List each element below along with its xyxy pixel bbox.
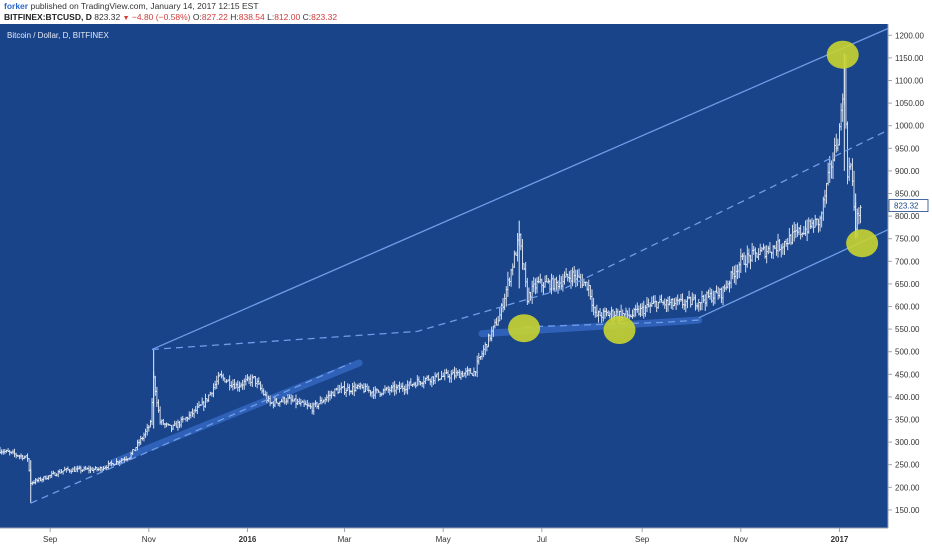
published-text: published on TradingView.com, January 14… xyxy=(30,1,259,11)
x-tick-label: Sep xyxy=(635,535,650,544)
x-tick-label: 2017 xyxy=(831,535,849,544)
y-tick-label: 150.00 xyxy=(895,506,920,515)
y-tick-label: 1050.00 xyxy=(895,99,924,108)
trendline-3[interactable] xyxy=(30,362,352,504)
trendline-1[interactable] xyxy=(151,27,889,351)
plot-area[interactable] xyxy=(0,24,888,528)
trendline-2[interactable] xyxy=(151,129,889,351)
price-change: −4.80 (−0.58%) xyxy=(131,12,191,22)
price-axis[interactable] xyxy=(888,24,932,550)
y-tick-label: 1100.00 xyxy=(895,77,924,86)
chart-header: forker published on TradingView.com, Jan… xyxy=(0,0,932,24)
x-tick-label: May xyxy=(436,535,451,544)
y-tick-label: 650.00 xyxy=(895,280,920,289)
last-price-badge xyxy=(888,199,929,212)
low-label: L: xyxy=(267,12,275,22)
last-price: 823.32 xyxy=(94,12,121,22)
x-tick-label: 2016 xyxy=(239,535,257,544)
open-label: O: xyxy=(192,12,202,22)
y-tick-label: 500.00 xyxy=(895,348,920,357)
open-value: 827.22 xyxy=(201,12,228,22)
y-tick-label: 1200.00 xyxy=(895,31,924,40)
x-tick-label: Nov xyxy=(142,535,156,544)
y-tick-label: 450.00 xyxy=(895,370,920,379)
highlight-circle-4 xyxy=(846,229,879,258)
price-chart[interactable]: 150.00 200.00 250.00 300.00 350.00 400.00 450.… xyxy=(0,24,932,550)
y-tick-label: 300.00 xyxy=(895,438,920,447)
y-tick-label: 600.00 xyxy=(895,303,920,312)
y-tick-label: 900.00 xyxy=(895,167,920,176)
x-tick-label: Nov xyxy=(734,535,748,544)
author-link[interactable]: forker xyxy=(4,1,29,11)
y-tick-label: 350.00 xyxy=(895,416,920,425)
low-value: 812.00 xyxy=(274,12,301,22)
channel-band-1 xyxy=(109,359,363,466)
highlight-circle-3 xyxy=(603,316,636,345)
symbol-label: BITFINEX:BTCUSD, D xyxy=(4,12,92,22)
x-tick-label: Mar xyxy=(338,535,352,544)
y-tick-label: 950.00 xyxy=(895,144,920,153)
y-tick-label: 200.00 xyxy=(895,483,920,492)
close-label: C: xyxy=(302,12,312,22)
down-arrow-icon: ▼ xyxy=(122,15,130,22)
x-tick-label: Jul xyxy=(537,535,547,544)
price-bar xyxy=(859,205,862,224)
symbol-line: BITFINEX:BTCUSD, D 823.32 ▼ −4.80 (−0.58… xyxy=(4,12,337,22)
last-price-label: 823.32 xyxy=(894,202,919,211)
time-axis[interactable] xyxy=(0,528,888,550)
y-tick-label: 400.00 xyxy=(895,393,920,402)
chart-title: Bitcoin / Dollar, D, BITFINEX xyxy=(7,31,109,40)
high-label: H: xyxy=(230,12,239,22)
x-tick-label: Sep xyxy=(43,535,58,544)
y-tick-label: 800.00 xyxy=(895,212,920,221)
publish-line: forker published on TradingView.com, Jan… xyxy=(4,1,259,11)
y-tick-label: 550.00 xyxy=(895,325,920,334)
y-tick-label: 850.00 xyxy=(895,190,920,199)
y-tick-label: 1000.00 xyxy=(895,122,924,131)
highlight-circle-1 xyxy=(826,40,859,69)
close-value: 823.32 xyxy=(311,12,338,22)
y-tick-label: 250.00 xyxy=(895,461,920,470)
high-value: 838.54 xyxy=(238,12,265,22)
y-tick-label: 1150.00 xyxy=(895,54,924,63)
y-tick-label: 700.00 xyxy=(895,257,920,266)
y-tick-label: 750.00 xyxy=(895,235,920,244)
highlight-circle-2 xyxy=(508,314,541,343)
